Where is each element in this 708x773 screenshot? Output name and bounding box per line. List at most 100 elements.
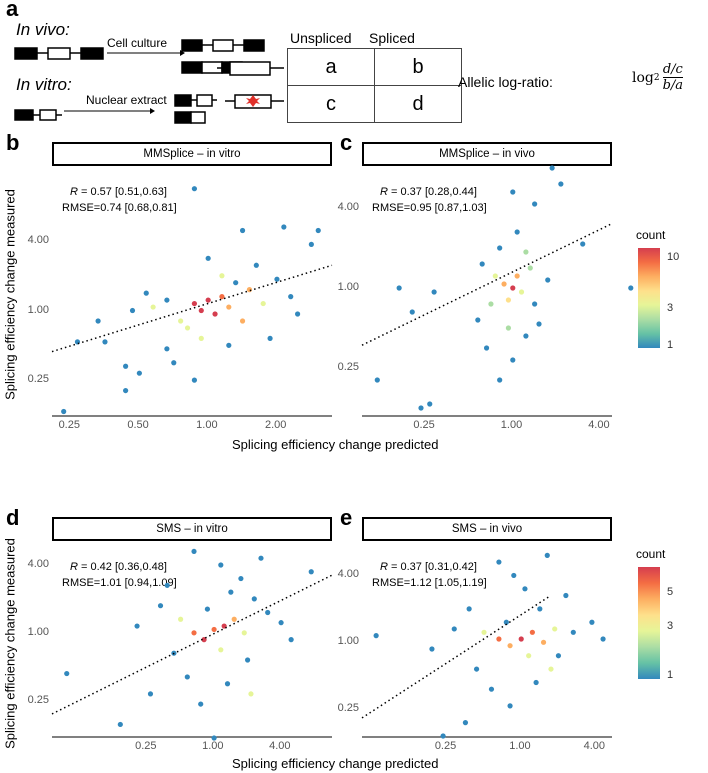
stat-rmse: RMSE=0.74 [0.68,0.81] [62,202,177,214]
data-point [523,333,529,339]
data-point [540,639,547,645]
data-point [64,670,70,677]
data-point [157,603,164,609]
stat-r: R = 0.42 [0.36,0.48] [70,561,167,573]
data-point [258,555,264,561]
data-point [492,273,498,279]
data-point [462,720,469,726]
y-tick-label: 0.25 [337,361,359,373]
y-tick-label: 1.00 [337,281,359,293]
data-point [123,363,129,369]
y-tick-label: 1.00 [337,635,359,648]
x-axis-label-bottom: Splicing efficiency change predicted [232,756,439,771]
in-vivo-pre-mrna [14,47,104,60]
panel-title-strip: MMSplice – in vivo [362,142,612,166]
data-point [244,657,251,663]
data-point [483,345,490,351]
y-tick-label: 1.00 [27,625,49,638]
r-symbol: R [380,561,388,573]
x-tick-label: 0.50 [127,419,149,431]
data-point [496,559,502,565]
data-point [267,335,273,341]
in-vitro-products [174,94,217,124]
y-tick-label: 4.00 [337,201,359,213]
data-point [191,186,198,192]
data-point [510,357,516,363]
data-point [219,294,225,300]
data-point [143,290,149,296]
data-point [198,701,204,707]
data-point [518,289,525,295]
data-point [427,401,433,407]
data-point [274,276,280,282]
data-point [488,301,494,307]
data-point [241,630,247,636]
data-point [536,321,542,327]
panel-label-d: d [6,505,20,530]
ratio-numerator: d/c [662,62,683,78]
log-base: 2 [653,72,660,83]
data-point [231,616,237,622]
regression-line [361,222,613,346]
data-point [479,261,485,267]
data-point [409,309,415,315]
ratio-denominator: b/a [662,78,684,93]
r-value: = 0.42 [0.36,0.48] [81,561,167,573]
stat-rmse: RMSE=1.12 [1.05,1.19] [372,577,487,589]
data-point [600,636,606,642]
data-point [308,241,314,247]
data-point [238,575,244,582]
y-tick-label: 4.00 [27,557,49,570]
data-point [61,408,67,415]
legend-title-top: count [636,228,666,242]
data-point [431,289,437,295]
data-point [374,377,380,383]
panel-label-b: b [6,130,20,155]
data-point [308,569,314,575]
data-point [548,666,554,672]
data-point [563,592,569,599]
data-point [451,626,457,632]
data-point [373,633,379,639]
data-point [205,255,211,261]
data-point [171,650,177,656]
header-spliced: Spliced [369,30,415,46]
panel-title-strip: SMS – in vitro [52,517,332,541]
data-point [501,281,507,287]
data-point [102,339,108,345]
data-point [184,325,191,331]
data-point [248,691,254,697]
r-value: = 0.57 [0.51,0.63] [81,186,167,198]
data-point [510,189,516,195]
data-point [191,377,198,383]
x-tick-label: 0.25 [58,419,80,431]
data-point [191,300,198,307]
data-point [191,630,197,636]
data-point [396,285,402,291]
data-point [589,619,595,625]
data-point [429,646,435,652]
data-point [488,686,495,692]
x-tick-label: 0.25 [434,740,457,752]
x-tick-label: 4.00 [269,740,291,752]
y-tick-label: 1.00 [27,303,49,316]
panel-label-c: c [340,130,353,155]
mutation-star-icon [246,95,260,107]
colorbar-top [638,248,660,348]
data-point [507,643,513,649]
regression-line [51,574,333,715]
y-tick-label: 4.00 [27,233,49,246]
data-point [288,294,294,300]
stat-r: R = 0.37 [0.31,0.42] [380,561,477,573]
y-tick-label: 4.00 [337,568,359,581]
legend-title-bottom: count [636,547,666,561]
stat-rmse: RMSE=0.95 [0.87,1.03] [372,202,487,214]
data-point [532,301,538,307]
data-point [555,653,562,659]
data-point [481,629,487,635]
data-point [164,346,170,352]
legend-tick: 1 [667,339,674,351]
data-point [558,181,564,187]
data-point [533,679,539,686]
